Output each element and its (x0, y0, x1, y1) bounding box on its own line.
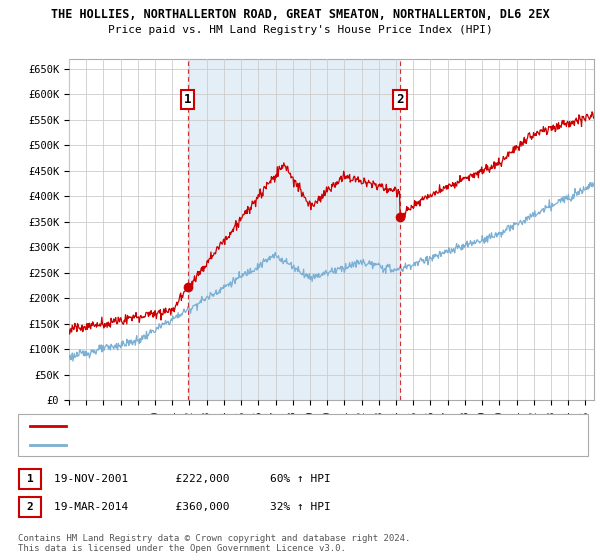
Text: THE HOLLIES, NORTHALLERTON ROAD, GREAT SMEATON, NORTHALLERTON, DL6 2EX: THE HOLLIES, NORTHALLERTON ROAD, GREAT S… (50, 8, 550, 21)
Text: 19-NOV-2001       £222,000      60% ↑ HPI: 19-NOV-2001 £222,000 60% ↑ HPI (54, 474, 331, 484)
Text: 19-MAR-2014       £360,000      32% ↑ HPI: 19-MAR-2014 £360,000 32% ↑ HPI (54, 502, 331, 512)
Text: Contains HM Land Registry data © Crown copyright and database right 2024.
This d: Contains HM Land Registry data © Crown c… (18, 534, 410, 553)
Text: 1: 1 (26, 474, 34, 484)
Text: 2: 2 (396, 93, 404, 106)
Bar (188, 59, 400, 400)
Text: 1: 1 (184, 93, 191, 106)
Text: Price paid vs. HM Land Registry's House Price Index (HPI): Price paid vs. HM Land Registry's House … (107, 25, 493, 35)
Text: 2: 2 (26, 502, 34, 512)
Text: HPI: Average price, detached house, North Yorkshire: HPI: Average price, detached house, Nort… (72, 440, 371, 450)
Text: THE HOLLIES, NORTHALLERTON ROAD, GREAT SMEATON, NORTHALLERTON, DL6 2EX (d: THE HOLLIES, NORTHALLERTON ROAD, GREAT S… (72, 421, 501, 431)
